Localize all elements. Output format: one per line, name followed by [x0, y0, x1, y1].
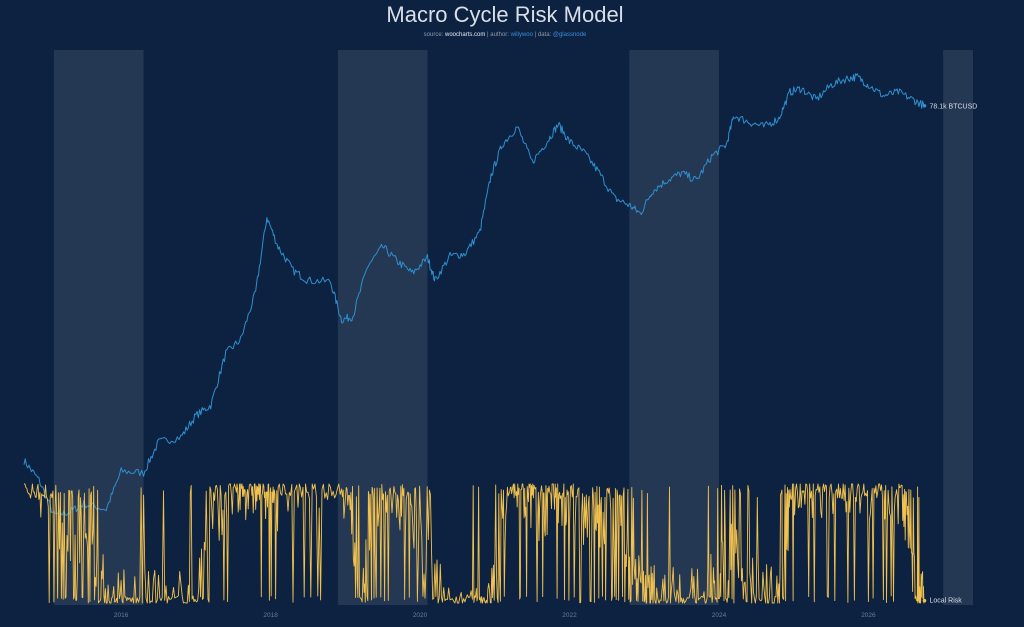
- chart-title: Macro Cycle Risk Model: [386, 2, 623, 27]
- risk-series-line: [24, 483, 925, 604]
- x-tick-label-2022: 2022: [562, 612, 577, 619]
- chart-subtitle: source: woocharts.com | author: willywoo…: [424, 32, 587, 38]
- x-tick-label-2020: 2020: [413, 612, 428, 619]
- shaded-bands: [53, 50, 974, 605]
- shaded-band-3: [629, 50, 719, 605]
- price-end-label: 78.1k BTCUSD: [929, 103, 977, 110]
- x-axis-ticks: 2016 2018 2020 2022 2024 2026: [114, 612, 876, 619]
- price-end-marker: [922, 103, 927, 108]
- price-series-line: [23, 73, 925, 516]
- risk-end-marker: [922, 598, 927, 603]
- x-tick-label-2024: 2024: [712, 612, 727, 619]
- shaded-band-4: [943, 50, 974, 605]
- source-link[interactable]: woocharts.com: [444, 32, 485, 38]
- data-link[interactable]: @glassnode: [553, 32, 587, 38]
- end-labels: 78.1k BTCUSD Local Risk: [929, 103, 977, 604]
- x-tick-label-2026: 2026: [861, 612, 876, 619]
- x-tick-label-2018: 2018: [263, 612, 278, 619]
- shaded-band-1: [53, 50, 144, 605]
- series-layer: [23, 73, 927, 604]
- x-tick-label-2016: 2016: [114, 612, 129, 619]
- author-link[interactable]: willywoo: [510, 32, 534, 38]
- risk-end-label: Local Risk: [929, 598, 962, 605]
